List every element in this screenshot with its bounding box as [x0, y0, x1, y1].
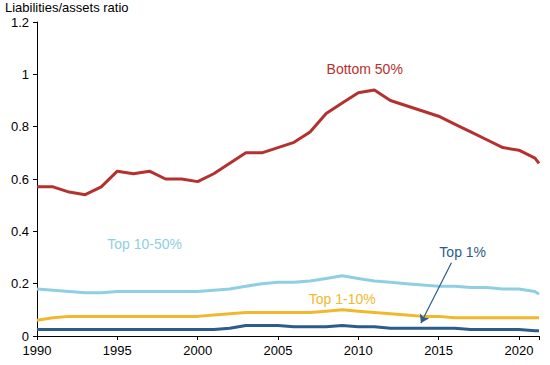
svg-text:0.4: 0.4	[11, 224, 29, 239]
svg-text:0.8: 0.8	[11, 119, 29, 134]
svg-text:Top 1-10%: Top 1-10%	[309, 291, 376, 307]
svg-text:2005: 2005	[263, 343, 292, 358]
svg-text:2010: 2010	[344, 343, 373, 358]
svg-text:Bottom 50%: Bottom 50%	[327, 61, 403, 77]
svg-text:0.6: 0.6	[11, 172, 29, 187]
svg-text:0.2: 0.2	[11, 276, 29, 291]
svg-text:1995: 1995	[103, 343, 132, 358]
svg-text:1: 1	[22, 67, 29, 82]
svg-text:2015: 2015	[424, 343, 453, 358]
svg-text:1990: 1990	[23, 343, 52, 358]
svg-text:2020: 2020	[504, 343, 533, 358]
svg-text:Liabilities/assets ratio: Liabilities/assets ratio	[5, 0, 129, 15]
svg-text:2000: 2000	[183, 343, 212, 358]
svg-text:1.2: 1.2	[11, 15, 29, 30]
svg-text:Top 1%: Top 1%	[439, 244, 486, 260]
svg-text:Top 10-50%: Top 10-50%	[107, 236, 182, 252]
svg-text:0: 0	[22, 329, 29, 344]
